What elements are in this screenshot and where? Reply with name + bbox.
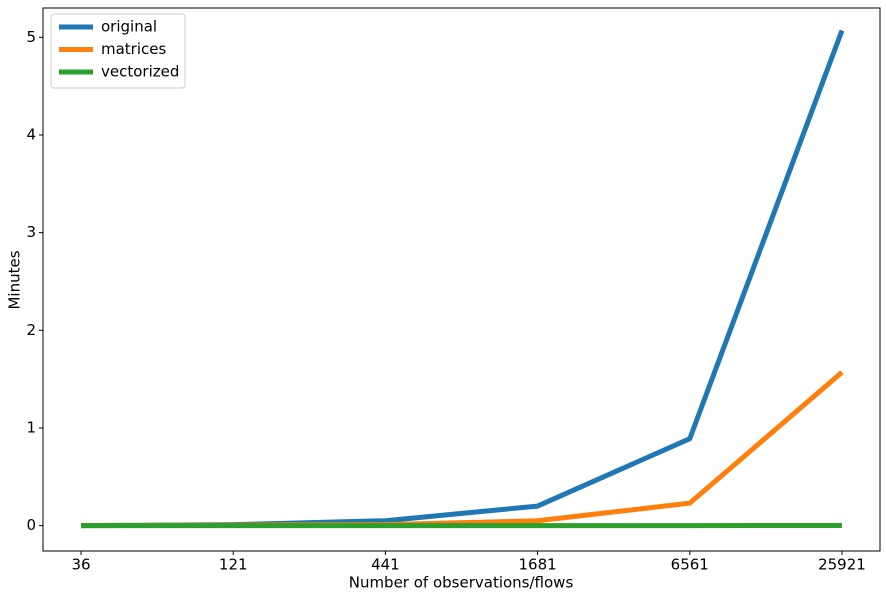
x-tick-label: 25921 bbox=[818, 556, 866, 574]
x-tick-label: 36 bbox=[71, 556, 90, 574]
x-tick-label: 121 bbox=[219, 556, 248, 574]
legend-label: matrices bbox=[101, 40, 166, 58]
y-tick-label: 4 bbox=[26, 125, 36, 143]
y-tick-label: 2 bbox=[26, 321, 36, 339]
legend: original matrices vectorized bbox=[51, 14, 185, 88]
y-tick-label: 5 bbox=[26, 28, 36, 46]
legend-label: original bbox=[101, 18, 157, 36]
series-line bbox=[81, 372, 842, 525]
x-tick-label: 6561 bbox=[671, 556, 709, 574]
y-tick-label: 0 bbox=[26, 516, 36, 534]
x-tick-label: 1681 bbox=[518, 556, 556, 574]
series-line bbox=[81, 30, 842, 525]
y-tick-label: 1 bbox=[26, 418, 36, 436]
x-axis-label: Number of observations/flows bbox=[349, 574, 574, 592]
x-tick-label: 441 bbox=[371, 556, 400, 574]
legend-label: vectorized bbox=[101, 63, 179, 81]
y-tick-label: 3 bbox=[26, 223, 36, 241]
plot-area bbox=[43, 8, 880, 551]
y-axis-label: Minutes bbox=[6, 250, 24, 309]
